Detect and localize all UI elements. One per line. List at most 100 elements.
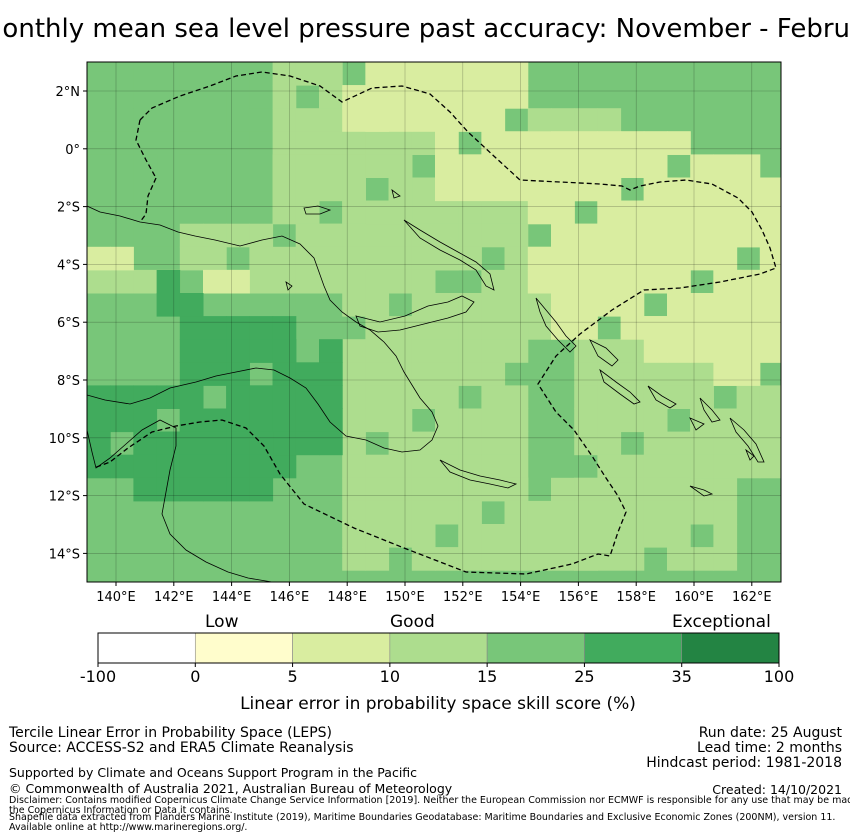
colorbar-bin: [292, 632, 391, 664]
skill-cell: [504, 408, 529, 433]
skill-cell: [435, 500, 459, 525]
skill-cell: [365, 200, 390, 225]
skill-cell: [643, 177, 668, 202]
skill-cell: [620, 454, 645, 479]
skill-cell: [203, 108, 227, 132]
colorbar-bin: [584, 632, 683, 664]
skill-cell: [574, 269, 598, 294]
skill-cell: [411, 454, 436, 479]
skill-cell: [597, 293, 622, 317]
skill-cell: [481, 223, 506, 248]
skill-cell: [597, 177, 622, 202]
skill-cell: [435, 200, 459, 225]
skill-cell: [620, 385, 645, 409]
skill-cell: [319, 85, 343, 109]
skill-cell: [667, 316, 691, 340]
skill-cell: [736, 293, 761, 317]
colorbar-tick-label: 15: [477, 667, 497, 686]
skill-cell: [388, 500, 413, 525]
eez-boundaries: [93, 71, 777, 575]
method-label: Tercile Linear Error in Probability Spac…: [9, 725, 332, 741]
skill-cell: [411, 293, 436, 317]
skill-cell: [110, 131, 134, 155]
skill-cell: [110, 108, 134, 132]
skill-cell: [411, 431, 436, 456]
skill-cell: [574, 408, 598, 433]
skill-cell: [458, 154, 482, 178]
skill-cell: [504, 62, 529, 86]
skill-cell: [620, 362, 645, 386]
skill-cell: [388, 362, 413, 386]
skill-cell: [713, 431, 738, 456]
skill-cell: [527, 269, 552, 294]
skill-cell: [179, 131, 204, 155]
skill-cell: [620, 408, 645, 433]
skill-cell: [87, 269, 111, 294]
skill-cell: [551, 500, 575, 525]
skill-cell: [504, 431, 529, 456]
skill-cell: [203, 362, 227, 386]
skill-cell: [574, 524, 598, 548]
skill-cell: [458, 223, 482, 248]
skill-cell: [411, 524, 436, 548]
skill-cell: [226, 431, 250, 456]
skill-cell: [690, 500, 714, 525]
skill-cell: [319, 316, 343, 340]
skill-cell: [759, 177, 781, 202]
skill-cell: [342, 223, 366, 248]
skill-cell: [295, 408, 320, 433]
skill-cell: [342, 408, 366, 433]
skill-cell: [388, 177, 413, 202]
colorbar-bin: [486, 632, 585, 664]
skill-cell: [504, 269, 529, 294]
skill-cell: [87, 408, 111, 433]
skill-cell: [272, 85, 297, 109]
skill-cell: [620, 339, 645, 363]
latitude-tick-label: 4°S: [57, 258, 80, 273]
skill-cell: [643, 246, 668, 271]
skill-cell: [133, 408, 158, 433]
longitude-tick-label: 158°E: [616, 590, 656, 605]
skill-cell: [690, 362, 714, 386]
skill-cell: [365, 362, 390, 386]
skill-cell: [458, 454, 482, 479]
skill-cell: [156, 131, 181, 155]
skill-cell: [179, 477, 204, 502]
skill-cell: [643, 408, 668, 433]
coastlines: [87, 189, 765, 582]
skill-cell: [574, 500, 598, 525]
skill-cell: [87, 131, 111, 155]
shapefile-line-2: Available online at http://www.marinereg…: [9, 822, 248, 833]
skill-cell: [411, 477, 436, 502]
longitude-tick-label: 144°E: [212, 590, 252, 605]
map-figure: 140°E 142°E 144°E 146°E 148°E 150°E 152°E 154°E…: [49, 61, 794, 714]
skill-cell: [574, 339, 598, 363]
skill-cell: [388, 62, 413, 86]
skill-cell: [574, 177, 598, 202]
skill-cell: [504, 454, 529, 479]
skill-cell: [759, 246, 781, 271]
skill-cell: [156, 223, 181, 248]
skill-cell: [504, 200, 529, 225]
skill-cell: [690, 547, 714, 571]
skill-cell: [110, 223, 134, 248]
skill-cell: [342, 385, 366, 409]
skill-cell: [156, 246, 181, 271]
skill-cell: [411, 246, 436, 271]
skill-cell: [365, 524, 390, 548]
skill-cell: [365, 500, 390, 525]
skill-cell: [504, 223, 529, 248]
skill-cell: [597, 431, 622, 456]
skill-cell: [527, 154, 552, 178]
skill-cell: [388, 269, 413, 294]
skill-cell: [319, 177, 343, 202]
skill-cell: [203, 431, 227, 456]
skill-cell: [87, 177, 111, 202]
skill-cell: [527, 131, 552, 155]
skill-cell: [179, 408, 204, 433]
skill-cell: [226, 223, 250, 248]
skill-cell: [156, 293, 181, 317]
skill-cell: [203, 62, 227, 86]
skill-cell: [481, 385, 506, 409]
skill-cell: [574, 246, 598, 271]
